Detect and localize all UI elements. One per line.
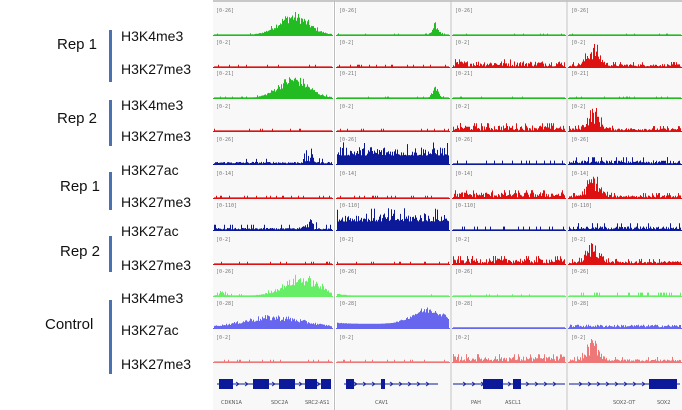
gene-label: PAH — [471, 400, 481, 406]
track-scale-label: [0-2] — [571, 40, 586, 46]
group-bracket-bar — [109, 100, 112, 146]
gene-label: CDKN1A — [221, 400, 243, 406]
signal-track: [0-26] [0-26] [0-26] [0-26] — [213, 269, 682, 297]
track-scale-label: [0-26] — [455, 8, 473, 14]
track-scale-label: [0-2] — [455, 104, 470, 110]
track-scale-label: [0-28] — [571, 301, 589, 307]
signal-track: [0-2] [0-2] [0-2] [0-2] — [213, 40, 682, 68]
signal-track: [0-2] [0-2] [0-2] [0-2] — [213, 237, 682, 265]
track-scale-label: [0-26] — [216, 269, 234, 275]
gene-label: ASCL1 — [505, 400, 521, 406]
track-scale-label: [0-21] — [455, 71, 473, 77]
track-label: H3K4me3 — [121, 290, 184, 306]
track-scale-label: [0-14] — [571, 171, 589, 177]
signal-track: [0-21] [0-21] [0-21] [0-21] — [213, 71, 682, 99]
track-label: H3K27ac — [121, 322, 179, 338]
gene-annotation-track: CDKN1A SDC2A SRC2-AS1 CAV1 PAH ASCL1 SOX2-OT SO… — [217, 379, 680, 406]
track-scale-label: [0-14] — [216, 171, 234, 177]
track-label: H3K27ac — [121, 223, 179, 239]
track-scale-label: [0-26] — [339, 137, 357, 143]
group-label: Rep 1 — [60, 178, 101, 195]
track-scale-label: [0-14] — [455, 171, 473, 177]
group-bracket-bar — [109, 30, 112, 82]
track-scale-label: [0-21] — [571, 71, 589, 77]
gene-label: CAV1 — [375, 400, 388, 406]
track-scale-label: [0-2] — [216, 335, 231, 341]
track-scale-label: [0-21] — [339, 71, 357, 77]
signal-track: [0-28] [0-28] [0-28] [0-28] — [213, 301, 682, 329]
group-label: Rep 1 — [57, 36, 98, 53]
track-scale-label: [0-2] — [216, 40, 231, 46]
track-scale-label: [0-26] — [216, 137, 234, 143]
track-label: H3K27me3 — [121, 61, 192, 77]
track-scale-label: [0-2] — [455, 237, 470, 243]
track-label: H3K4me3 — [121, 97, 184, 113]
gene-label: SDC2A — [271, 400, 289, 406]
signal-track: [0-110] [0-110] [0-110] [0-110] — [213, 203, 682, 231]
track-scale-label: [0-2] — [571, 104, 586, 110]
track-scale-label: [0-110] — [571, 203, 592, 209]
group-bracket-bar — [109, 172, 112, 210]
signal-track: [0-2] [0-2] [0-2] [0-2] — [213, 335, 682, 363]
track-label: H3K27me3 — [121, 128, 192, 144]
track-scale-label: [0-28] — [216, 301, 234, 307]
track-label: H3K27me3 — [121, 194, 192, 210]
track-scale-label: [0-26] — [339, 8, 357, 14]
track-scale-label: [0-2] — [455, 40, 470, 46]
track-scale-label: [0-26] — [571, 137, 589, 143]
gene-label: SOX2-OT — [613, 400, 636, 406]
track-scale-label: [0-2] — [339, 40, 354, 46]
track-scale-label: [0-2] — [455, 335, 470, 341]
track-scale-label: [0-110] — [216, 203, 237, 209]
track-scale-label: [0-2] — [571, 335, 586, 341]
track-scale-label: [0-26] — [571, 269, 589, 275]
group-label: Rep 2 — [57, 110, 98, 127]
signal-track: [0-26] [0-26] [0-26] [0-26] — [213, 137, 682, 165]
group-bracket-bar — [109, 236, 112, 272]
genome-browser-panel: [0-26] [0-26] [0-26] [0-26][0-2] [0-2] [0-2][… — [213, 0, 682, 410]
track-scale-label: [0-2] — [571, 237, 586, 243]
track-scale-label: [0-2] — [339, 237, 354, 243]
track-scale-label: [0-110] — [339, 203, 360, 209]
track-label: H3K27me3 — [121, 257, 192, 273]
signal-track: [0-2] [0-2] [0-2] [0-2] — [213, 104, 682, 132]
group-label: Rep 2 — [60, 243, 101, 260]
track-scale-label: [0-110] — [455, 203, 476, 209]
track-label: H3K27ac — [121, 162, 179, 178]
track-scale-label: [0-26] — [455, 137, 473, 143]
track-scale-label: [0-26] — [216, 8, 234, 14]
track-scale-label: [0-2] — [216, 237, 231, 243]
gene-label: SRC2-AS1 — [305, 400, 330, 406]
signal-track: [0-14] [0-14] [0-14] [0-14] — [213, 171, 682, 199]
track-scale-label: [0-28] — [455, 301, 473, 307]
track-scale-label: [0-26] — [339, 269, 357, 275]
gene-label: SOX2 — [657, 400, 670, 406]
track-scale-label: [0-26] — [455, 269, 473, 275]
group-label: Control — [45, 316, 94, 333]
track-scale-label: [0-14] — [339, 171, 357, 177]
track-label: H3K27me3 — [121, 356, 192, 372]
track-scale-label: [0-2] — [216, 104, 231, 110]
track-label: H3K4me3 — [121, 28, 184, 44]
track-scale-label: [0-21] — [216, 71, 234, 77]
signal-track: [0-26] [0-26] [0-26] [0-26] — [213, 8, 682, 36]
track-scale-label: [0-26] — [571, 8, 589, 14]
track-scale-label: [0-28] — [339, 301, 357, 307]
group-bracket-bar — [109, 300, 112, 374]
track-scale-label: [0-2] — [339, 104, 354, 110]
track-scale-label: [0-2] — [339, 335, 354, 341]
